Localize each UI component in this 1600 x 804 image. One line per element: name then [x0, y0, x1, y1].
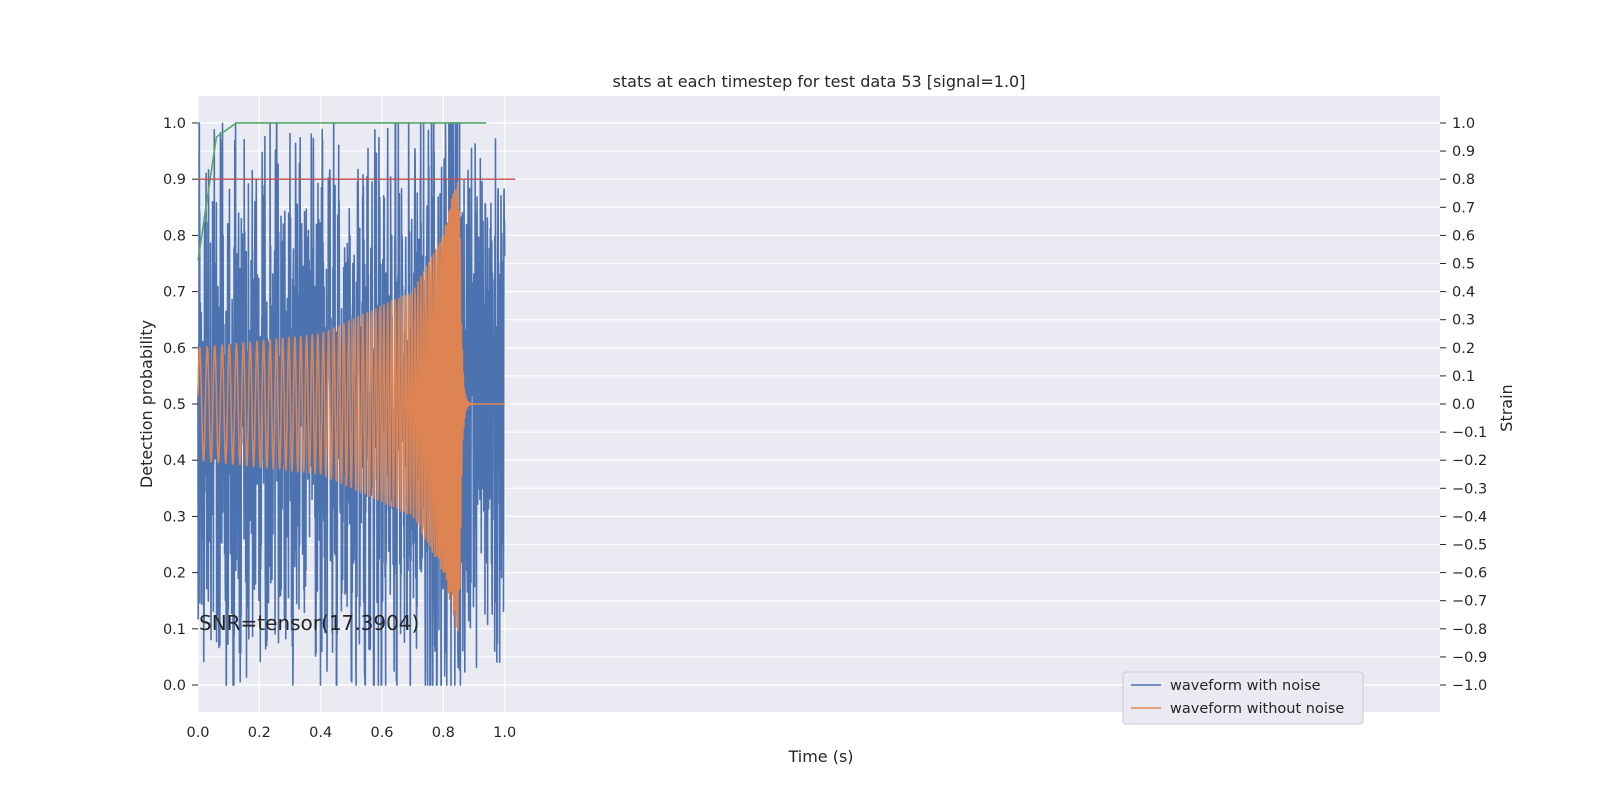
- y2-tick-label: 0.3: [1452, 313, 1475, 329]
- y2-tick-label: 0.6: [1452, 228, 1475, 244]
- y-tick-label: 0.6: [163, 341, 186, 357]
- y2-tick-label: −0.1: [1452, 425, 1487, 441]
- y-tick-label: 0.5: [163, 397, 186, 413]
- y-tick-label: 0.7: [163, 285, 186, 301]
- legend-label-without-noise: waveform without noise: [1170, 701, 1344, 717]
- y2-tick-label: −0.9: [1452, 650, 1487, 666]
- x-tick-label: 0.6: [370, 725, 393, 741]
- y2-axis-label: Strain: [1497, 384, 1516, 431]
- legend-box: [1122, 671, 1364, 725]
- y-tick-label: 0.1: [163, 622, 186, 638]
- y2-tick-label: 0.5: [1452, 256, 1475, 272]
- y2-tick-label: −0.5: [1452, 538, 1487, 554]
- y-axis-label: Detection probability: [137, 320, 156, 488]
- waveform-without-noise-line: [197, 181, 506, 632]
- y2-tick-label: −0.7: [1452, 594, 1487, 610]
- y2-tick-label: 0.2: [1452, 341, 1475, 357]
- y2-tick-label: −0.6: [1452, 566, 1487, 582]
- y2-tick-label: 0.8: [1452, 172, 1475, 188]
- x-tick-label: 0.0: [186, 725, 209, 741]
- x-tick-label: 0.4: [309, 725, 332, 741]
- y2-tick-label: −0.8: [1452, 622, 1487, 638]
- y-tick-label: 0.2: [163, 566, 186, 582]
- y2-tick-label: −0.4: [1452, 509, 1487, 525]
- axis-layer: 0.0 0.2 0.4 0.6 0.8 1.0 0.0 0.1 0.2 0.3 0.4 0.5 0.6 0…: [163, 116, 1487, 741]
- y2-tick-label: 0.7: [1452, 200, 1475, 216]
- snr-annotation: SNR=tensor(17.3904): [199, 611, 419, 635]
- detection-probability-line: [197, 122, 487, 261]
- x-tick-label: 0.8: [432, 725, 455, 741]
- y-tick-label: 1.0: [163, 116, 186, 132]
- series-layer: [197, 122, 516, 686]
- y2-tick-label: 0.4: [1452, 285, 1475, 301]
- chart-title: stats at each timestep for test data 53 …: [613, 72, 1026, 91]
- y-tick-label: 0.4: [163, 453, 186, 469]
- y-tick-label: 0.0: [163, 678, 186, 694]
- y-tick-label: 0.8: [163, 228, 186, 244]
- legend-label-with-noise: waveform with noise: [1170, 678, 1321, 694]
- y2-tick-label: 0.1: [1452, 369, 1475, 385]
- legend: waveform with noise waveform without noi…: [1122, 671, 1364, 725]
- x-axis-label: Time (s): [787, 747, 853, 766]
- y2-tick-label: 0.0: [1452, 397, 1475, 413]
- y2-tick-label: −1.0: [1452, 678, 1487, 694]
- y2-tick-label: 1.0: [1452, 116, 1475, 132]
- x-tick-label: 0.2: [248, 725, 271, 741]
- y-tick-label: 0.3: [163, 509, 186, 525]
- y2-tick-label: 0.9: [1452, 144, 1475, 160]
- y2-tick-label: −0.2: [1452, 453, 1487, 469]
- y-tick-label: 0.9: [163, 172, 186, 188]
- y2-tick-label: −0.3: [1452, 481, 1487, 497]
- x-tick-label: 1.0: [493, 725, 516, 741]
